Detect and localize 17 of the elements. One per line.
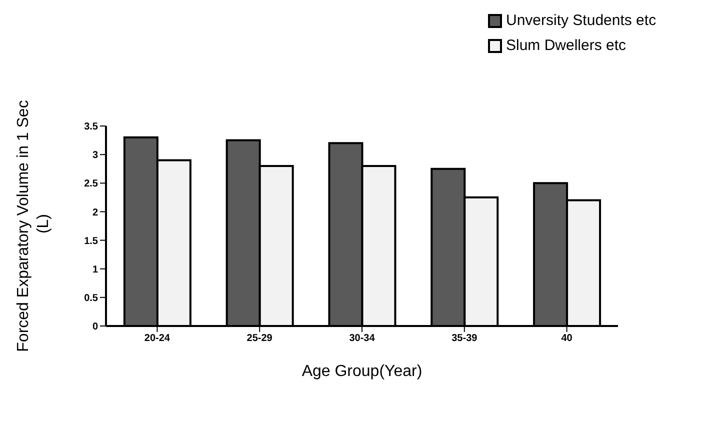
y-axis-title: Forced Exparatory Volume in 1 Sec (L) [15, 100, 52, 352]
y-tick-label: 3.5 [84, 122, 98, 133]
y-tick-label: 1.5 [84, 236, 98, 247]
x-tick-label: 40 [561, 333, 573, 344]
y-tick-label: 0.5 [84, 292, 98, 304]
x-tick-label: 35-39 [452, 333, 478, 344]
legend-label: Slum Dwellers etc [506, 37, 626, 54]
x-tick-label: 30-34 [349, 333, 376, 344]
y-tick-label: 2 [92, 207, 98, 218]
y-tick-label: 1 [92, 264, 98, 276]
x-tick-label: 20-24 [144, 333, 170, 344]
legend-label: Unversity Students etc [506, 12, 656, 29]
y-tick-label: 0 [92, 322, 98, 333]
y-tick-label: 3 [92, 150, 98, 162]
x-tick-label: 25-29 [246, 333, 273, 344]
y-tick-label: 2.5 [84, 178, 98, 190]
x-axis-title: Age Group(Year) [302, 363, 422, 380]
